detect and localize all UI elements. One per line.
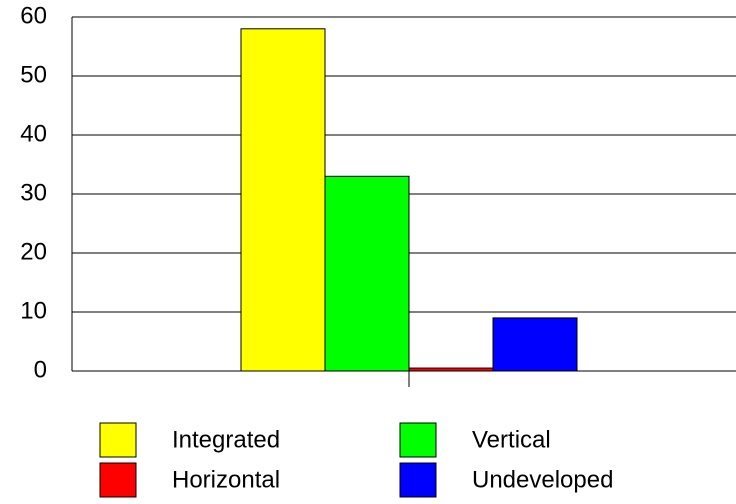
bar [492,317,578,372]
legend-label: Undeveloped [472,466,613,493]
legend-swatch [399,422,437,458]
legend-swatch [99,462,137,498]
bar [408,367,494,372]
y-tick-label: 40 [20,120,47,147]
y-tick-label: 20 [20,238,47,265]
y-tick-label: 50 [20,61,47,88]
legend-swatch [399,462,437,498]
legend-label: Integrated [172,426,280,453]
y-tick-label: 30 [20,179,47,206]
legend-swatch [99,422,137,458]
y-tick-label: 10 [20,297,47,324]
legend-label: Horizontal [172,466,280,493]
y-tick-label: 0 [34,356,47,383]
legend-label: Vertical [472,426,551,453]
bar [324,175,410,372]
y-tick-label: 60 [20,2,47,29]
bar [240,28,326,372]
